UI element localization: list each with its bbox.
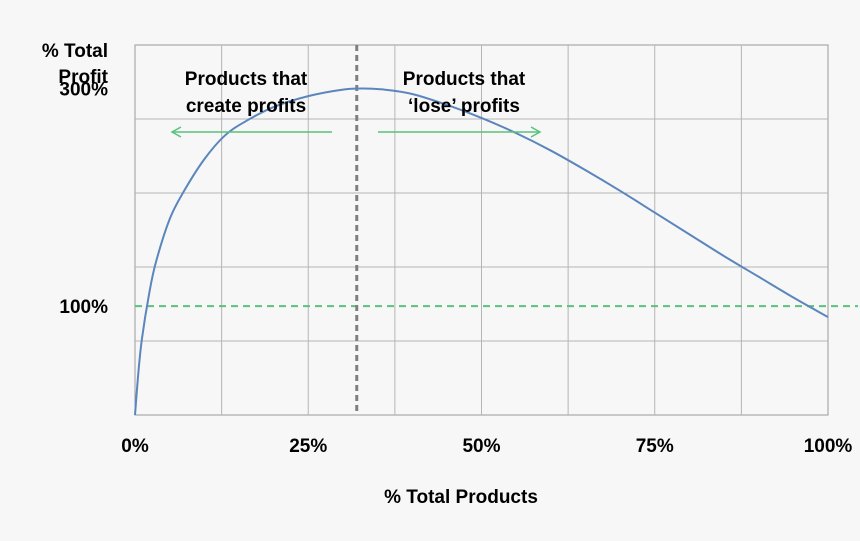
x-tick-label: 0%	[121, 436, 149, 457]
annotation-create-line1: Products that	[185, 69, 308, 90]
arrow-left-head	[170, 126, 182, 138]
y-tick-labels: 100% 300%	[59, 80, 108, 319]
annotation-arrows	[170, 126, 542, 138]
annotation-lose-line1: Products that	[403, 69, 526, 90]
y-axis-label-line1: % Total	[42, 41, 108, 62]
x-tick-labels: 0% 25% 50% 75% 100%	[121, 436, 852, 457]
x-tick-label: 75%	[636, 436, 674, 457]
reference-lines	[135, 45, 858, 415]
y-tick-label: 100%	[59, 297, 108, 318]
arrow-right-head	[530, 126, 542, 138]
profit-curve-line	[134, 87, 829, 416]
x-axis-label: % Total Products	[384, 487, 538, 508]
x-tick-label: 25%	[289, 436, 327, 457]
x-tick-label: 50%	[462, 436, 500, 457]
y-axis-label-line2: Profit	[58, 67, 108, 88]
y-tick-label: 300%	[59, 80, 108, 101]
series-layer	[134, 87, 829, 416]
x-tick-label: 100%	[804, 436, 853, 457]
annotation-lose-line2: ‘lose’ profits	[408, 96, 520, 117]
annotation-create-line2: create profits	[186, 96, 306, 117]
